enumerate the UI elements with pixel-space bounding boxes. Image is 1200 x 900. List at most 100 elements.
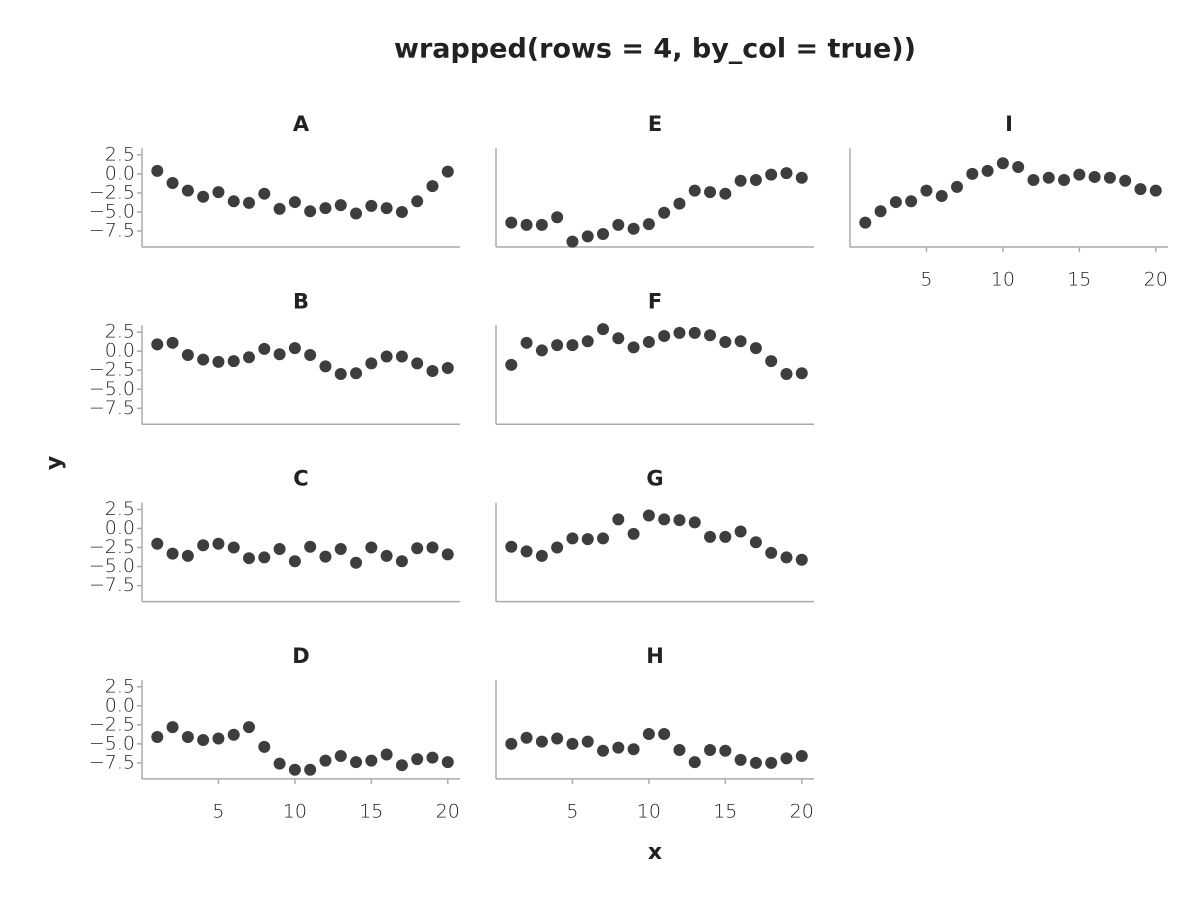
point bbox=[334, 199, 347, 212]
x-tick-label: 15 bbox=[359, 800, 383, 822]
point bbox=[505, 216, 518, 229]
point bbox=[551, 541, 564, 554]
point bbox=[212, 537, 225, 550]
point bbox=[288, 342, 301, 355]
point bbox=[212, 186, 225, 199]
facet-title: D bbox=[292, 644, 309, 668]
point bbox=[780, 368, 793, 381]
point bbox=[597, 228, 610, 241]
point bbox=[212, 732, 225, 745]
point bbox=[243, 552, 256, 565]
y-tick-label: −5.0 bbox=[89, 732, 135, 754]
point bbox=[1012, 161, 1025, 174]
point bbox=[612, 218, 625, 231]
point bbox=[581, 735, 594, 748]
point bbox=[581, 335, 594, 348]
point bbox=[951, 180, 964, 193]
point bbox=[426, 180, 439, 193]
x-tick-label: 10 bbox=[991, 269, 1015, 291]
y-tick-label: 2.5 bbox=[105, 321, 135, 343]
x-tick-label: 5 bbox=[566, 800, 578, 822]
point bbox=[859, 216, 872, 229]
point bbox=[505, 358, 518, 371]
point bbox=[380, 748, 393, 761]
point bbox=[920, 184, 933, 197]
point bbox=[426, 751, 439, 764]
x-tick-label: 15 bbox=[713, 800, 737, 822]
point bbox=[719, 744, 732, 757]
point bbox=[765, 546, 778, 559]
point bbox=[535, 735, 548, 748]
y-tick-label: −7.5 bbox=[89, 220, 135, 242]
point bbox=[749, 342, 762, 355]
facet-title: A bbox=[293, 112, 310, 136]
point bbox=[719, 530, 732, 543]
point bbox=[243, 721, 256, 734]
point bbox=[612, 741, 625, 754]
point bbox=[334, 368, 347, 381]
point bbox=[673, 743, 686, 756]
facet-title: E bbox=[648, 112, 662, 136]
point bbox=[749, 536, 762, 549]
point bbox=[597, 323, 610, 336]
y-tick-label: −2.5 bbox=[89, 181, 135, 203]
point bbox=[520, 731, 533, 744]
point bbox=[181, 549, 194, 562]
point bbox=[227, 195, 240, 208]
y-tick-label: −5.0 bbox=[89, 200, 135, 222]
point bbox=[1134, 183, 1147, 196]
point bbox=[642, 336, 655, 349]
point bbox=[350, 367, 363, 380]
point bbox=[719, 187, 732, 200]
point bbox=[658, 727, 671, 740]
point bbox=[749, 173, 762, 186]
point bbox=[151, 731, 164, 744]
point bbox=[441, 165, 454, 178]
point bbox=[243, 196, 256, 209]
point bbox=[288, 555, 301, 568]
x-tick-label: 10 bbox=[283, 800, 307, 822]
y-tick-label: 0.0 bbox=[105, 340, 135, 362]
point bbox=[304, 540, 317, 553]
point bbox=[734, 525, 747, 538]
point bbox=[441, 756, 454, 769]
point bbox=[673, 197, 686, 210]
point bbox=[704, 530, 717, 543]
y-tick-label: −7.5 bbox=[89, 397, 135, 419]
point bbox=[795, 171, 808, 184]
point bbox=[627, 341, 640, 354]
point bbox=[765, 355, 778, 368]
y-tick-label: −2.5 bbox=[89, 713, 135, 735]
point bbox=[365, 199, 378, 212]
point bbox=[520, 218, 533, 231]
point bbox=[288, 196, 301, 209]
point bbox=[704, 329, 717, 342]
point bbox=[749, 756, 762, 769]
point bbox=[426, 541, 439, 554]
y-tick-label: −5.0 bbox=[89, 555, 135, 577]
point bbox=[535, 549, 548, 562]
point bbox=[505, 540, 518, 553]
y-tick-label: 0.0 bbox=[105, 694, 135, 716]
point bbox=[181, 731, 194, 744]
facet-title: I bbox=[1005, 112, 1013, 136]
point bbox=[765, 756, 778, 769]
point bbox=[704, 186, 717, 199]
point bbox=[151, 338, 164, 351]
facet-title: F bbox=[648, 289, 662, 313]
point bbox=[365, 357, 378, 370]
point bbox=[905, 195, 918, 208]
point bbox=[889, 196, 902, 209]
point bbox=[566, 737, 579, 750]
facet-title: C bbox=[293, 467, 308, 491]
point bbox=[581, 230, 594, 243]
point bbox=[304, 763, 317, 776]
point bbox=[1103, 171, 1116, 184]
point bbox=[212, 355, 225, 368]
y-axis-label: y bbox=[42, 456, 67, 470]
point bbox=[612, 332, 625, 345]
point bbox=[441, 548, 454, 561]
x-tick-label: 20 bbox=[790, 800, 814, 822]
point bbox=[334, 543, 347, 556]
